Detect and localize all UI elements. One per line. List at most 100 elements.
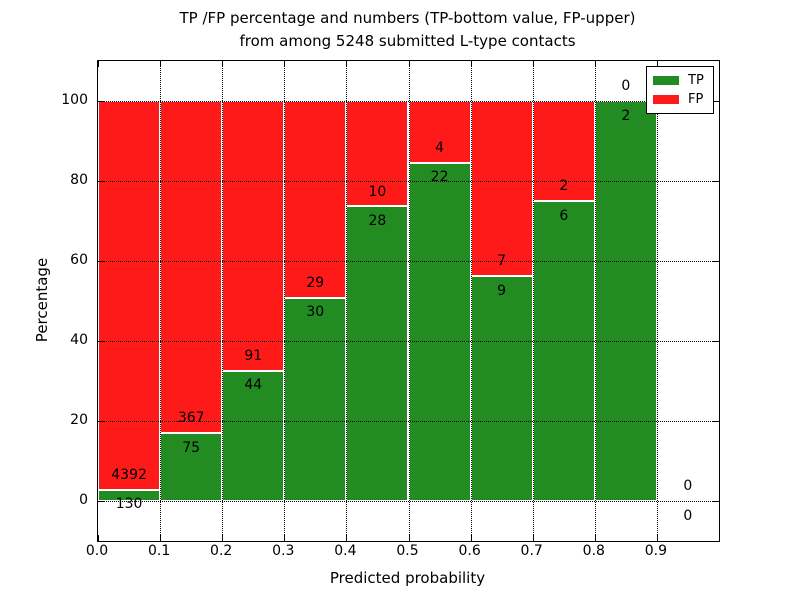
xtick-top-0.8: [594, 61, 596, 67]
gridline-v-0.7: [532, 61, 534, 541]
ytick-left-100: [98, 101, 104, 102]
legend-swatch-tp: [653, 76, 679, 85]
xtick-bottom-0.3: [284, 535, 286, 541]
gridline-v-0.5: [408, 61, 410, 541]
bar-label-fp-0.1-0.2: 367: [177, 410, 205, 427]
legend-label-tp: TP: [688, 73, 704, 88]
xtick-bottom-0.5: [408, 535, 410, 541]
bar-segment-fp-0.1-0.2: [160, 101, 223, 434]
xtick-top-0.9: [656, 61, 658, 67]
y-tick-label-40: 40: [70, 332, 88, 348]
bar-label-fp-0.6-0.7: 7: [497, 253, 507, 270]
xtick-top-0.3: [284, 61, 286, 67]
bar-label-tp-0.4-0.5: 28: [368, 213, 387, 230]
bar-label-tp-0.8-0.9: 2: [621, 107, 631, 124]
xtick-bottom-0.1: [160, 535, 162, 541]
xtick-top-0.5: [408, 61, 410, 67]
xtick-bottom-0.7: [532, 535, 534, 541]
ytick-right-0: [713, 501, 719, 502]
bar-label-tp-0.0-0.1: 130: [115, 496, 143, 513]
gridline-v-0.1: [160, 61, 162, 541]
bar-label-fp-0.4-0.5: 10: [368, 183, 387, 200]
gridline-v-0.3: [284, 61, 286, 541]
xtick-top-0.7: [532, 61, 534, 67]
bar-label-fp-0.0-0.1: 4392: [111, 466, 147, 483]
bar-segment-tp-0.0-0.1: [98, 489, 161, 501]
bar-segment-tp-0.3-0.4: [284, 297, 347, 501]
x-tick-label-0.9: 0.9: [644, 543, 668, 559]
bar-segment-tp-0.8-0.9: [594, 101, 657, 501]
bar-label-tp-0.9-1.0: 0: [683, 507, 693, 524]
y-tick-label-80: 80: [70, 172, 88, 188]
bar-segment-fp-0.0-0.1: [98, 101, 161, 490]
bar-label-tp-0.2-0.3: 44: [244, 377, 263, 394]
bar-segment-fp-0.6-0.7: [470, 101, 533, 276]
ytick-left-20: [98, 421, 104, 422]
legend-swatch-fp: [653, 95, 679, 104]
ytick-right-40: [713, 341, 719, 342]
y-tick-label-100: 100: [61, 92, 88, 108]
ytick-right-80: [713, 181, 719, 182]
y-axis-label: Percentage: [33, 257, 51, 343]
ytick-right-100: [713, 101, 719, 102]
bar-segment-tp-0.6-0.7: [470, 276, 533, 501]
xtick-top-0.4: [346, 61, 348, 67]
plot-area: 4392 130 367 75 91 44 29 30 10 28 4 22 7 9 2 6 0 2 0 0: [97, 60, 720, 542]
gridline-v-0.2: [222, 61, 224, 541]
y-tick-label-0: 0: [79, 492, 88, 508]
bar-label-fp-0.5-0.6: 4: [435, 139, 445, 156]
bar-segment-tp-0.5-0.6: [408, 162, 471, 501]
x-tick-label-0.2: 0.2: [210, 543, 233, 559]
legend: TP FP: [646, 66, 714, 114]
bar-segment-fp-0.2-0.3: [222, 101, 285, 371]
bar-segment-tp-0.1-0.2: [160, 433, 223, 501]
x-tick-label-0.5: 0.5: [396, 543, 419, 559]
bar-label-tp-0.7-0.8: 6: [559, 207, 569, 224]
x-tick-label-0.6: 0.6: [458, 543, 481, 559]
bar-label-tp-0.3-0.4: 30: [306, 304, 325, 321]
x-tick-label-0.4: 0.4: [334, 543, 357, 559]
bar-segment-fp-0.3-0.4: [284, 101, 347, 298]
ytick-right-60: [713, 261, 719, 262]
bar-label-fp-0.3-0.4: 29: [306, 274, 325, 291]
bar-label-tp-0.6-0.7: 9: [497, 282, 507, 299]
x-tick-label-0.7: 0.7: [520, 543, 543, 559]
gridline-v-0.6: [470, 61, 472, 541]
bar-label-fp-0.7-0.8: 2: [559, 178, 569, 195]
ytick-left-40: [98, 341, 104, 342]
bar-label-fp-0.9-1.0: 0: [683, 478, 693, 495]
x-tick-label-0.8: 0.8: [582, 543, 605, 559]
ytick-left-60: [98, 261, 104, 262]
legend-item-tp: TP: [653, 71, 707, 90]
xtick-bottom-0.6: [470, 535, 472, 541]
bar-label-tp-0.1-0.2: 75: [182, 439, 201, 456]
xtick-bottom-0.4: [346, 535, 348, 541]
xtick-bottom-0: [98, 535, 99, 541]
legend-item-fp: FP: [653, 90, 707, 109]
y-tick-label-20: 20: [70, 412, 88, 428]
ytick-right-20: [713, 421, 719, 422]
xtick-top-0.1: [160, 61, 162, 67]
x-tick-label-0.3: 0.3: [272, 543, 295, 559]
bar-label-fp-0.8-0.9: 0: [621, 78, 631, 95]
bar-segment-tp-0.7-0.8: [532, 201, 595, 501]
chart-title-line1: TP /FP percentage and numbers (TP-bottom…: [179, 9, 636, 27]
x-tick-label-0.1: 0.1: [147, 543, 171, 559]
gridline-v-0.4: [346, 61, 348, 541]
xtick-top-0: [98, 61, 99, 67]
x-axis-label: Predicted probability: [329, 569, 486, 587]
xtick-top-0.2: [222, 61, 224, 67]
xtick-bottom-0.2: [222, 535, 224, 541]
bar-label-tp-0.5-0.6: 22: [430, 169, 449, 186]
ytick-left-0: [98, 501, 104, 502]
xtick-bottom-0.9: [656, 535, 658, 541]
gridline-v-0.8: [594, 61, 596, 541]
chart-title-line2: from among 5248 submitted L-type contact…: [239, 32, 576, 50]
bar-label-fp-0.2-0.3: 91: [244, 347, 263, 364]
bar-segment-tp-0.4-0.5: [346, 206, 409, 501]
legend-label-fp: FP: [688, 92, 704, 107]
xtick-bottom-0.8: [594, 535, 596, 541]
y-tick-label-60: 60: [70, 252, 88, 268]
bar-segment-fp-0.4-0.5: [346, 101, 409, 207]
